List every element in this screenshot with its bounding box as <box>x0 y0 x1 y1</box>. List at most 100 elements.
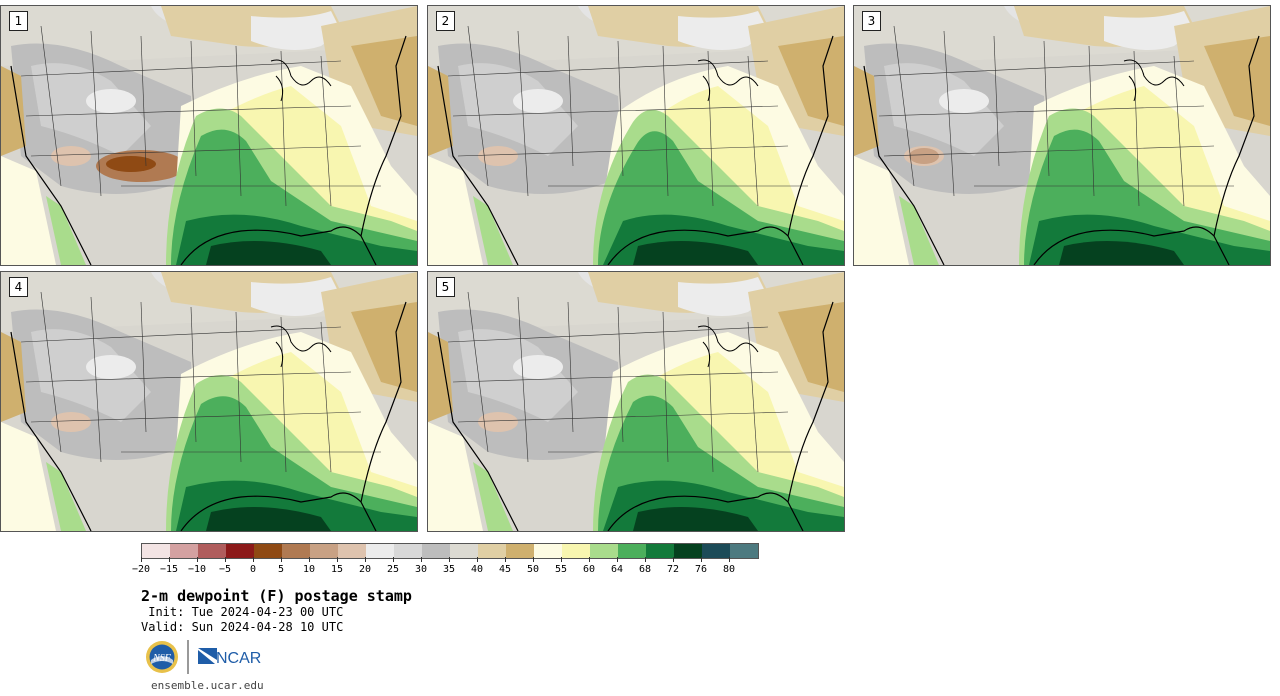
colorbar-swatch <box>394 544 422 558</box>
panel-number: 3 <box>862 11 881 31</box>
coastline <box>437 301 834 531</box>
coastline <box>10 35 407 265</box>
colorbar-ticks: −20 −15 −10 −5 0 5 10 15 20 25 30 35 40 45 50 55 60 64 68 7… <box>132 557 757 579</box>
colorbar-tick-label: 50 <box>526 564 540 575</box>
colorbar-tick-label: 15 <box>330 564 344 575</box>
great-lakes <box>697 59 759 102</box>
colorbar-swatch <box>618 544 646 558</box>
colorbar-tick <box>253 557 254 562</box>
colorbar-tick <box>561 557 562 562</box>
colorbar-swatch <box>170 544 198 558</box>
colorbar-tick-label: 25 <box>386 564 400 575</box>
colorbar-tick <box>589 557 590 562</box>
chart-title: 2-m dewpoint (F) postage stamp <box>141 587 412 605</box>
dewpoint-map <box>428 272 844 531</box>
init-time: Init: Tue 2024-04-23 00 UTC <box>141 605 344 619</box>
colorbar-tick-label: 76 <box>694 564 708 575</box>
colorbar-tick <box>701 557 702 562</box>
panel-3: 3 <box>853 5 1271 266</box>
colorbar-tick-label: 20 <box>358 564 372 575</box>
panel-number: 5 <box>436 277 455 297</box>
colorbar-tick <box>365 557 366 562</box>
colorbar-tick-label: −15 <box>159 564 179 575</box>
colorbar-tick-label: 5 <box>277 564 285 575</box>
dewpoint-map <box>1 6 417 265</box>
colorbar-tick <box>281 557 282 562</box>
colorbar-swatch <box>590 544 618 558</box>
great-lakes <box>1123 59 1185 102</box>
state-borders <box>20 291 381 473</box>
colorbar-swatch <box>226 544 254 558</box>
colorbar-tick-label: 80 <box>722 564 736 575</box>
colorbar-tick-label: 68 <box>638 564 652 575</box>
colorbar-tick <box>141 557 142 562</box>
dewpoint-map <box>854 6 1270 265</box>
coastline <box>10 301 407 531</box>
panel-5: 5 <box>427 271 845 532</box>
footer-url[interactable]: ensemble.ucar.edu <box>151 679 264 692</box>
svg-text:NSF: NSF <box>152 653 172 664</box>
colorbar-swatch <box>534 544 562 558</box>
colorbar-swatch <box>478 544 506 558</box>
colorbar-tick-label: 55 <box>554 564 568 575</box>
panel-1: 1 <box>0 5 418 266</box>
colorbar-tick <box>309 557 310 562</box>
colorbar-tick <box>169 557 170 562</box>
state-borders <box>447 25 808 207</box>
colorbar-swatch <box>730 544 758 558</box>
colorbar-tick <box>617 557 618 562</box>
colorbar-tick-label: 40 <box>470 564 484 575</box>
panel-number: 2 <box>436 11 455 31</box>
colorbar <box>141 543 759 559</box>
ncar-logo-icon: NCAR <box>198 648 261 667</box>
colorbar-tick <box>197 557 198 562</box>
colorbar-tick-label: 45 <box>498 564 512 575</box>
colorbar-tick <box>645 557 646 562</box>
colorbar-swatch <box>422 544 450 558</box>
colorbar-swatch <box>646 544 674 558</box>
panel-number: 1 <box>9 11 28 31</box>
colorbar-swatch <box>338 544 366 558</box>
colorbar-swatch <box>506 544 534 558</box>
colorbar-tick <box>449 557 450 562</box>
colorbar-tick-label: 10 <box>302 564 316 575</box>
colorbar-swatch <box>254 544 282 558</box>
svg-text:NCAR: NCAR <box>216 650 261 667</box>
dewpoint-map <box>428 6 844 265</box>
state-borders <box>447 291 808 473</box>
colorbar-tick <box>393 557 394 562</box>
colorbar-tick-label: −20 <box>131 564 151 575</box>
state-borders <box>873 25 1234 207</box>
colorbar-tick-label: 30 <box>414 564 428 575</box>
colorbar-tick-label: 72 <box>666 564 680 575</box>
colorbar-tick-label: 0 <box>249 564 257 575</box>
colorbar-swatch <box>562 544 590 558</box>
colorbar-swatch <box>142 544 170 558</box>
great-lakes <box>270 59 332 102</box>
colorbar-tick <box>225 557 226 562</box>
colorbar-swatch <box>198 544 226 558</box>
colorbar-tick <box>673 557 674 562</box>
colorbar-tick-label: −5 <box>218 564 232 575</box>
colorbar-tick <box>533 557 534 562</box>
panel-4: 4 <box>0 271 418 532</box>
colorbar-tick-label: −10 <box>187 564 207 575</box>
colorbar-swatch <box>366 544 394 558</box>
colorbar-tick-label: 35 <box>442 564 456 575</box>
colorbar-tick <box>729 557 730 562</box>
colorbar-tick <box>421 557 422 562</box>
logos: NSF NCAR <box>146 640 261 674</box>
colorbar-tick-label: 60 <box>582 564 596 575</box>
coastline <box>863 35 1260 265</box>
great-lakes <box>697 325 759 368</box>
colorbar-swatch <box>282 544 310 558</box>
colorbar-tick <box>337 557 338 562</box>
valid-time: Valid: Sun 2024-04-28 10 UTC <box>141 620 344 634</box>
coastline <box>437 35 834 265</box>
panel-number: 4 <box>9 277 28 297</box>
great-lakes <box>270 325 332 368</box>
colorbar-tick <box>505 557 506 562</box>
nsf-logo-icon: NSF <box>146 641 178 673</box>
colorbar-swatch <box>450 544 478 558</box>
colorbar-tick-label: 64 <box>610 564 624 575</box>
